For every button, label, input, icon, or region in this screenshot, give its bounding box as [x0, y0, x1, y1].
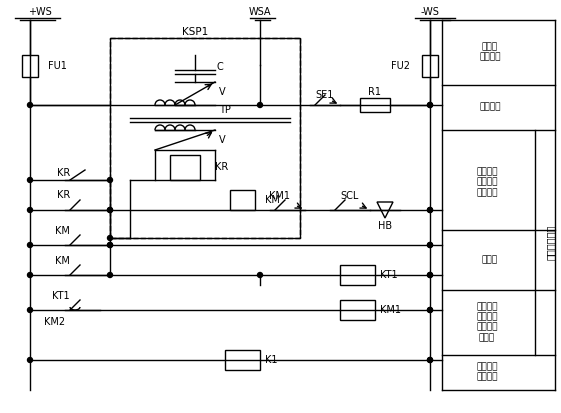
Text: KR: KR: [57, 168, 70, 178]
Bar: [340, 300, 375, 320]
Text: V: V: [219, 135, 226, 145]
Circle shape: [427, 308, 433, 313]
Text: 小母线
及熔断器: 小母线 及熔断器: [479, 42, 501, 62]
Circle shape: [27, 102, 33, 107]
Bar: [340, 265, 375, 285]
Text: HB: HB: [378, 221, 392, 231]
Text: FU2: FU2: [391, 61, 410, 71]
Circle shape: [27, 207, 33, 213]
Bar: [22, 55, 38, 77]
Circle shape: [108, 207, 113, 213]
Circle shape: [427, 102, 433, 107]
Circle shape: [27, 242, 33, 247]
Circle shape: [108, 242, 113, 247]
Circle shape: [427, 273, 433, 278]
Circle shape: [427, 242, 433, 247]
Text: KT1: KT1: [380, 270, 398, 280]
Text: +WS: +WS: [28, 7, 52, 17]
Circle shape: [27, 273, 33, 278]
Text: SE1: SE1: [316, 90, 334, 100]
Text: KT1: KT1: [52, 291, 70, 301]
Circle shape: [427, 102, 433, 107]
Circle shape: [427, 358, 433, 363]
Text: 熔断器监
视继电器: 熔断器监 视继电器: [476, 362, 498, 382]
Text: -WS: -WS: [421, 7, 439, 17]
Text: KR: KR: [57, 190, 70, 200]
Bar: [422, 55, 438, 77]
Text: SCL: SCL: [341, 191, 359, 201]
Text: KM1: KM1: [269, 191, 291, 201]
Bar: [170, 155, 200, 180]
Circle shape: [108, 273, 113, 278]
Text: 封鸣器: 封鸣器: [482, 256, 498, 264]
Text: R1: R1: [369, 87, 381, 97]
Text: TP: TP: [219, 105, 231, 115]
Bar: [110, 38, 300, 238]
Text: KM: KM: [265, 195, 280, 205]
Text: K1: K1: [265, 355, 278, 365]
Bar: [360, 98, 390, 112]
Text: WSA: WSA: [249, 7, 272, 17]
Circle shape: [427, 207, 433, 213]
Text: V: V: [219, 87, 226, 97]
Circle shape: [427, 358, 433, 363]
Bar: [230, 190, 255, 210]
Text: FU1: FU1: [48, 61, 67, 71]
Circle shape: [108, 178, 113, 183]
Circle shape: [108, 235, 113, 240]
Circle shape: [108, 207, 113, 213]
Circle shape: [427, 308, 433, 313]
Circle shape: [257, 102, 263, 107]
Text: KM1: KM1: [380, 305, 401, 315]
Text: 试验按鈕: 试验按鈕: [479, 102, 501, 112]
Text: KM: KM: [55, 226, 70, 236]
Text: KSP1: KSP1: [182, 27, 208, 37]
Text: KR: KR: [215, 162, 228, 172]
Circle shape: [257, 273, 263, 278]
Circle shape: [27, 308, 33, 313]
Text: C: C: [217, 62, 223, 72]
Circle shape: [427, 242, 433, 247]
Text: 自动解除
音响的时
间及中间
继电器: 自动解除 音响的时 间及中间 继电器: [476, 302, 498, 342]
Circle shape: [108, 242, 113, 247]
Circle shape: [27, 358, 33, 363]
Circle shape: [427, 207, 433, 213]
Text: 冲击继电
器和音响
解除按鈕: 冲击继电 器和音响 解除按鈕: [476, 167, 498, 197]
Circle shape: [427, 273, 433, 278]
Circle shape: [27, 178, 33, 183]
Bar: [225, 350, 260, 370]
Text: KM2: KM2: [44, 317, 65, 327]
Text: KM: KM: [55, 256, 70, 266]
Text: 事故信号装置: 事故信号装置: [546, 224, 556, 260]
